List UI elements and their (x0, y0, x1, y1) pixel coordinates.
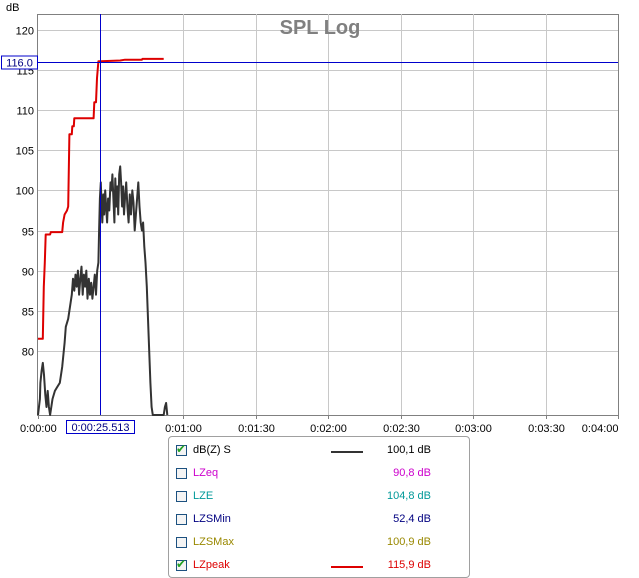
legend-value: 104,8 dB (386, 490, 431, 502)
legend-value: 90,8 dB (393, 467, 431, 479)
y-tick-label: 95 (22, 227, 34, 239)
x-tick-label: 0:03:00 (455, 423, 492, 435)
legend-label: LZE (193, 490, 214, 502)
legend-checkbox-lzsmax[interactable] (176, 537, 187, 548)
x-tick-label: 0:02:30 (383, 423, 420, 435)
cursor-time-box (66, 420, 135, 434)
legend-panel: ✔ dB(Z) S 100,1 dB LZeq 90,8 dB LZE 104,8 dB LZ… (168, 436, 470, 578)
y-axis-unit: dB (6, 2, 19, 14)
series-layer (37, 57, 169, 416)
series-line-db-z-s (37, 165, 169, 416)
legend-value: 100,1 dB (386, 444, 431, 456)
cursor-time-label: 0:00:25.513 (71, 422, 129, 434)
y-tick-label: 120 (16, 26, 34, 38)
y-tick-label: 85 (22, 307, 34, 319)
check-icon: ✔ (176, 442, 187, 456)
series-line-lzpeak (38, 57, 164, 340)
legend-value: 115,9 dB (387, 559, 431, 571)
cursor-db-box (1, 55, 38, 70)
legend-checkbox-lzpeak[interactable]: ✔ (176, 557, 187, 571)
legend-label: LZeq (193, 467, 219, 479)
legend-label: LZSMin (193, 513, 231, 525)
legend-label: LZSMax (193, 536, 234, 548)
grid-lines (38, 14, 619, 419)
legend-item-lzpeak[interactable]: ✔ LZpeak 115,9 dB (169, 555, 469, 578)
x-tick-label: 0:01:00 (165, 423, 202, 435)
x-axis: 0:00:00 0:01:00 0:01:30 0:02:00 0:02:30 0:03:… (20, 423, 619, 435)
cursor[interactable]: 116.0 0:00:25.513 (1, 14, 619, 434)
legend-item-lze[interactable]: LZE 104,8 dB (169, 486, 469, 509)
legend-item-lzsmax[interactable]: LZSMax 100,9 dB (169, 532, 469, 555)
legend-checkbox-lzeq[interactable] (176, 468, 187, 479)
y-tick-label: 110 (16, 106, 34, 118)
legend-checkbox-lze[interactable] (176, 491, 187, 502)
legend-label: LZpeak (193, 559, 230, 571)
legend-checkbox-lzsmin[interactable] (176, 514, 187, 525)
y-tick-label: 105 (16, 146, 34, 158)
chart-title: SPL Log (280, 17, 361, 39)
legend-value: 52,4 dB (393, 513, 431, 525)
legend-item-lzsmin[interactable]: LZSMin 52,4 dB (169, 509, 469, 532)
y-tick-label: 100 (16, 186, 34, 198)
legend-item-db-z-s[interactable]: ✔ dB(Z) S 100,1 dB (169, 440, 469, 463)
x-tick-label: 0:00:00 (20, 423, 57, 435)
x-tick-label: 0:04:00 (582, 423, 619, 435)
y-tick-label: 80 (22, 347, 34, 359)
x-tick-label: 0:02:00 (310, 423, 347, 435)
y-tick-label: 90 (22, 267, 34, 279)
x-tick-label: 0:03:30 (528, 423, 565, 435)
legend-item-lzeq[interactable]: LZeq 90,8 dB (169, 463, 469, 486)
x-tick-label: 0:01:30 (238, 423, 275, 435)
legend-checkbox-db-z-s[interactable]: ✔ (176, 442, 187, 456)
legend-line-swatch (331, 566, 363, 568)
legend-label: dB(Z) S (193, 444, 231, 456)
legend-value: 100,9 dB (386, 536, 431, 548)
check-icon: ✔ (176, 557, 187, 571)
cursor-db-label: 116.0 (6, 58, 33, 70)
legend-line-swatch (331, 451, 363, 453)
